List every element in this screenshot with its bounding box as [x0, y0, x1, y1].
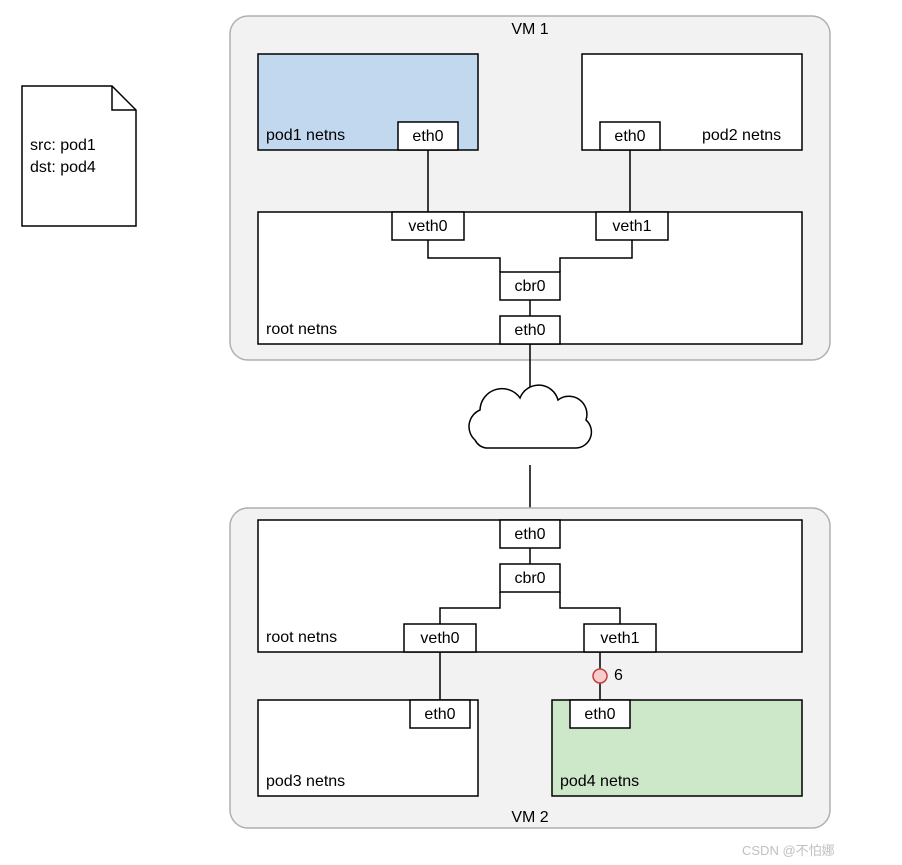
- step-marker-6-label: 6: [614, 667, 623, 684]
- vm2-root-label: root netns: [266, 629, 337, 646]
- vm1-root-eth0-label: eth0: [514, 322, 545, 339]
- vm1-title: VM 1: [511, 21, 548, 38]
- packet-note: [22, 86, 136, 226]
- step-marker-6: [593, 669, 607, 683]
- watermark: CSDN @不怕娜: [742, 843, 835, 858]
- vm1-cbr0-label: cbr0: [514, 278, 545, 295]
- pod4-eth0-label: eth0: [584, 706, 615, 723]
- pod2-label: pod2 netns: [702, 127, 781, 144]
- pod3-eth0-label: eth0: [424, 706, 455, 723]
- vm2-cbr0-label: cbr0: [514, 570, 545, 587]
- pod4-label: pod4 netns: [560, 773, 639, 790]
- vm1-veth1-label: veth1: [612, 218, 651, 235]
- vm2-root-eth0-label: eth0: [514, 526, 545, 543]
- vm1-root-label: root netns: [266, 321, 337, 338]
- vm2-veth0-label: veth0: [420, 630, 459, 647]
- packet-note-line-1: dst: pod4: [30, 159, 96, 176]
- pod1-label: pod1 netns: [266, 127, 345, 144]
- pod1-eth0-label: eth0: [412, 128, 443, 145]
- vm2-veth1-label: veth1: [600, 630, 639, 647]
- vm2-title: VM 2: [511, 809, 548, 826]
- pod2-eth0-label: eth0: [614, 128, 645, 145]
- vm1-veth0-label: veth0: [408, 218, 447, 235]
- pod3-label: pod3 netns: [266, 773, 345, 790]
- packet-note-line-0: src: pod1: [30, 137, 96, 154]
